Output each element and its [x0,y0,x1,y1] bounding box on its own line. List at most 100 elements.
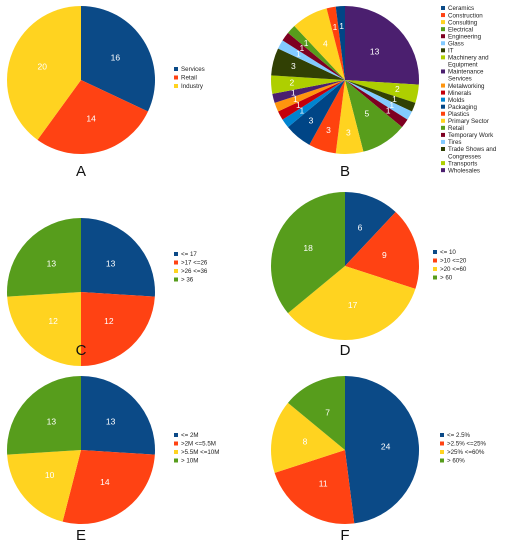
panel-letter-a: A [76,163,86,180]
legend-label: Retail [181,75,197,82]
pie-panel-f: 24 11 8 7 F <= 2.5% >2.5% <=25%>25% <=60% > 60% [270,376,487,544]
slice-value-label: 12 [48,316,58,326]
panel-letter-d: D [340,342,351,359]
slice-value-label: 13 [47,258,57,268]
legend-label: Services [181,66,205,73]
pie-slice-b-1 [345,80,419,103]
slice-value-label: 1 [291,88,296,98]
pie-slice-b-6 [335,80,364,155]
slice-value-label: 2 [395,84,400,94]
legend-swatch [174,67,178,71]
legend-swatch [441,55,445,60]
slice-value-label: 1 [386,106,391,116]
pie-slice-b-4 [345,80,408,128]
legend-swatch [174,433,178,437]
legend-label: Industry [181,83,204,90]
legend-swatch [441,90,445,95]
slice-value-label: 13 [47,416,57,426]
legend-label: Molds [448,97,465,104]
slice-value-label: 3 [291,61,296,71]
legend-label: <= 2.5% [447,432,471,439]
legend-label: Tires [448,139,462,146]
legend-label: Electrical [448,26,473,33]
legend-label: Metalworking [448,83,485,90]
pie-slice-b-17 [287,26,345,81]
legend-label: > 10M [181,458,198,465]
legend-swatch [441,104,445,109]
legend-label: Construction [448,12,483,19]
pie-slice-b-7 [309,80,345,154]
panel-letter-f: F [340,527,349,544]
legend-swatch [174,441,178,446]
legend-label: <= 2M [181,432,199,439]
legend-swatch [441,132,445,137]
slice-value-label: 16 [111,52,121,62]
legend-label: Equipment [448,62,478,69]
slice-value-label: 7 [325,407,330,417]
pie-panel-d: 6 9 17 18 D <= 10 >10 <=20>20 <=60 > 60 [270,192,467,359]
slice-value-label: 14 [100,477,110,487]
slice-value-label: 1 [296,100,301,110]
pie-slice-a-0 [81,5,156,112]
legend-swatch [174,84,178,88]
legend-label: Transports [448,160,477,167]
legend-swatch [174,75,178,80]
panel-letter-c: C [76,342,87,359]
slice-value-label: 13 [106,416,116,426]
legend-swatch [441,125,445,130]
pie-slice-d-2 [287,266,416,341]
legend-swatch [433,275,437,280]
legend-label: > 60% [447,458,465,465]
pie-slice-b-19 [326,6,345,80]
legend-e: <= 2M >2M <=5.5M>5.5M <=10M > 10M [174,432,219,465]
legend-swatch [433,250,437,254]
legend-swatch [441,139,445,144]
legend-swatch [441,97,445,102]
slice-value-label: 24 [381,442,391,452]
slice-value-label: 1 [339,21,344,31]
pie-slice-b-0 [345,6,419,85]
pie-slice-e-2 [7,450,81,522]
slice-value-label: 13 [106,258,116,268]
legend-label: Services [448,76,472,83]
legend-label: >17 <=26 [181,260,208,267]
legend-label: Maintenance [448,69,484,76]
slice-value-label: 14 [86,114,96,124]
pie-slice-f-2 [270,402,345,473]
pie-slice-b-14 [271,48,345,80]
legend-label: Machinery and [448,55,489,62]
legend-swatch [441,20,445,25]
panel-letter-b: B [340,163,350,180]
legend-swatch [440,450,444,454]
pie-slice-d-0 [345,192,396,266]
pie-slice-b-15 [278,40,345,80]
slice-value-label: 1 [300,43,305,53]
legend-label: Temporary Work [448,132,494,139]
pie-panel-e: 13 14 10 13 E <= 2M >2M <=5.5M>5.5M <=10M > 10M [7,376,219,544]
legend-swatch [441,83,445,88]
slice-value-label: 1 [333,22,338,32]
legend-swatch [441,168,445,173]
slice-value-label: 10 [45,470,55,480]
pie-slice-c-0 [81,218,155,297]
slice-value-label: 1 [296,49,301,59]
legend-label: Plastics [448,111,469,118]
legend-label: Consulting [448,19,478,26]
pie-slice-b-13 [271,75,345,94]
pie-slice-c-1 [81,292,155,366]
legend-swatch [441,41,445,46]
legend-label: > 60 [440,275,453,282]
pie-panel-c: 13 12 12 13 C <= 17 >17 <=26>26 <=36 > 36 [7,218,208,366]
slice-value-label: 1 [293,94,298,104]
slice-value-label: 1 [300,106,305,116]
pie-slice-f-1 [274,450,355,525]
pie-slice-a-1 [37,80,148,155]
legend-swatch [174,458,178,463]
pie-slice-e-0 [81,376,155,455]
pie-slice-a-2 [6,6,82,140]
pie-slice-b-8 [287,80,345,145]
legend-swatch [174,252,178,256]
legend-label: Retail [448,125,464,132]
legend-label: Wholesales [448,167,480,174]
